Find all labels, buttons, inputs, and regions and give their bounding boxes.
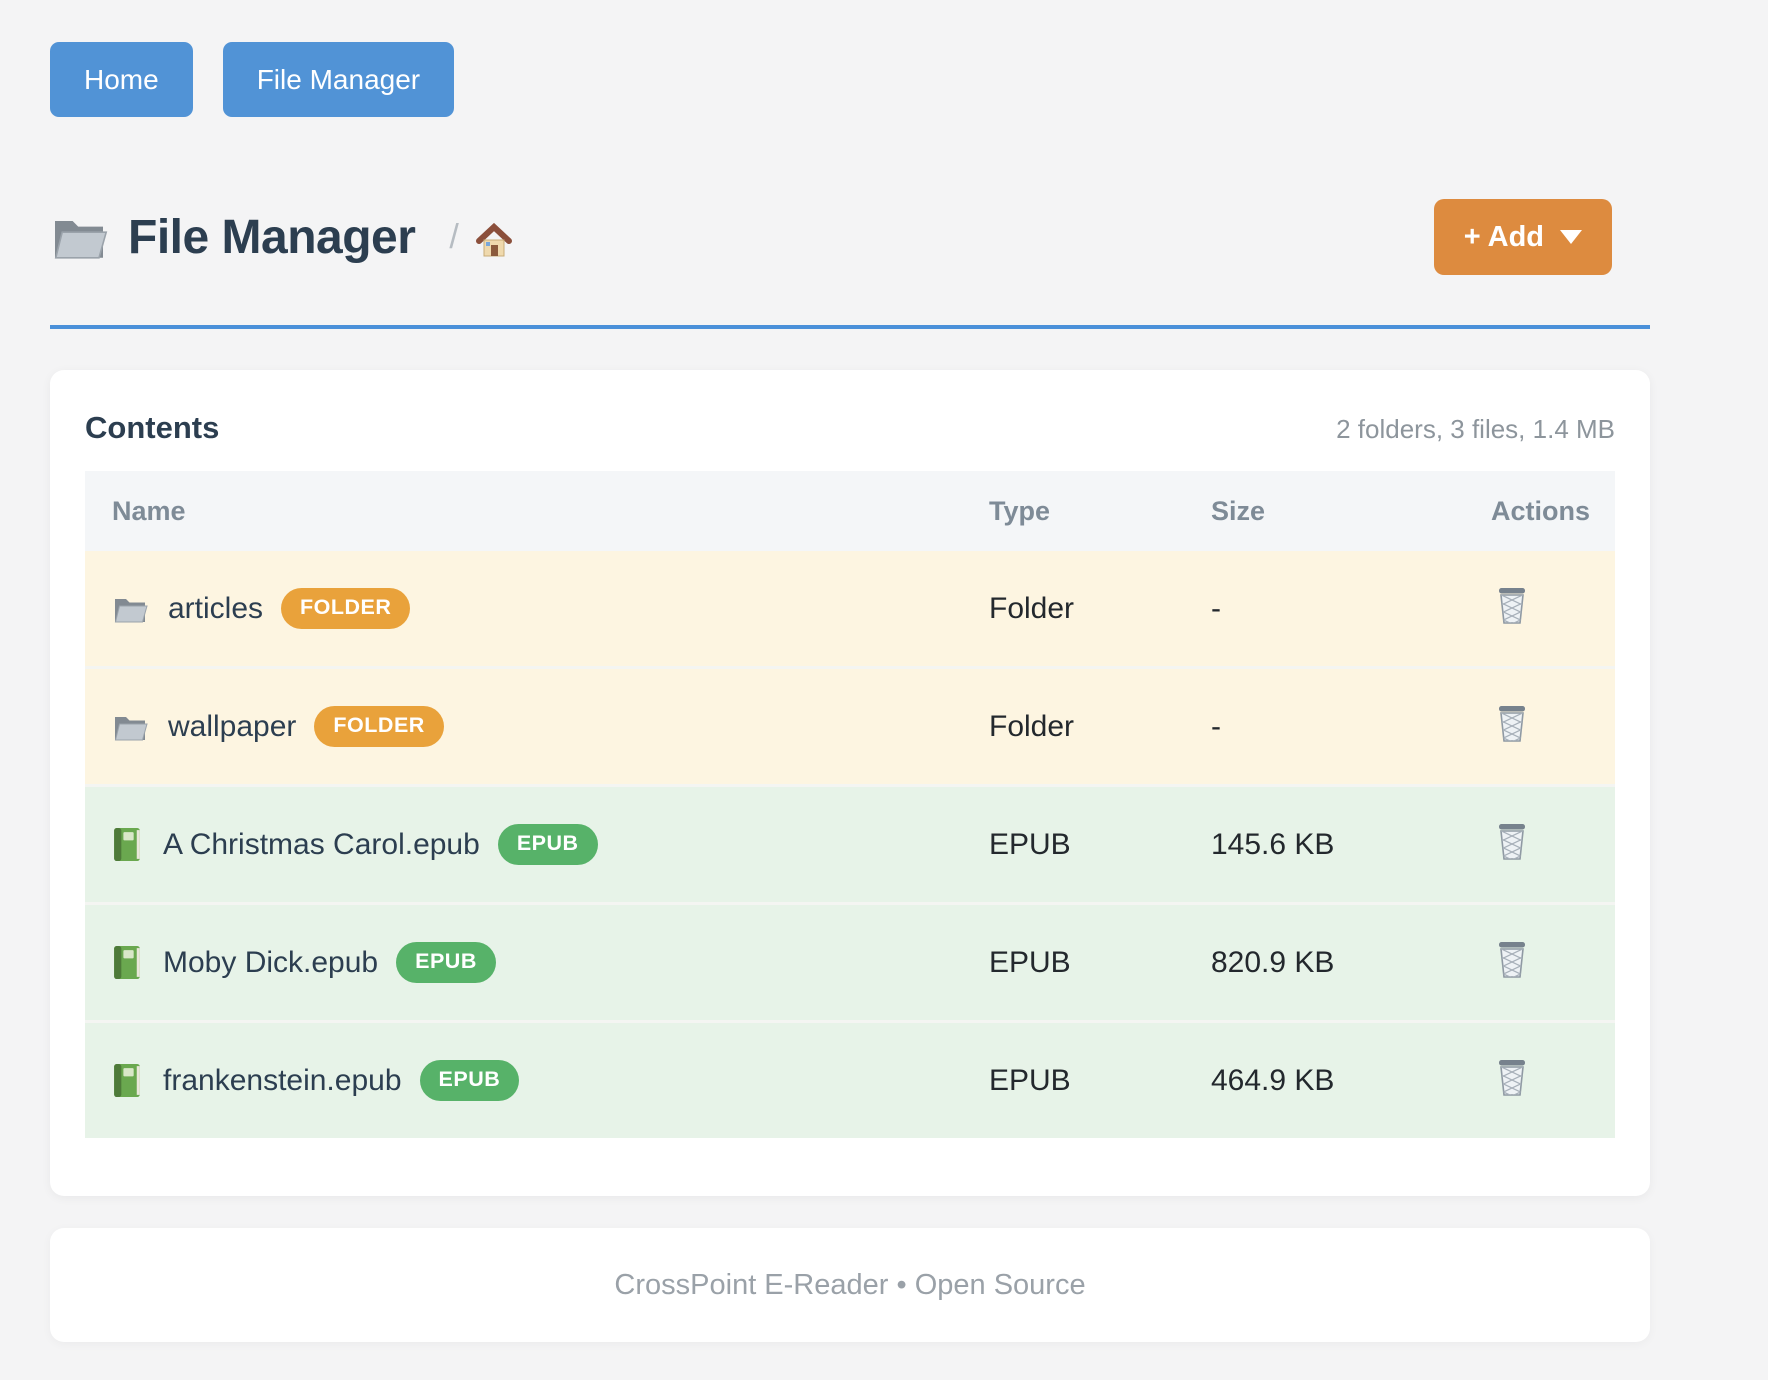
folder-badge: FOLDER [314, 706, 444, 747]
book-icon [112, 826, 143, 863]
file-name: wallpaper [168, 709, 297, 743]
table-header-row: Name Type Size Actions [85, 471, 1615, 551]
home-breadcrumb-icon[interactable] [475, 223, 513, 259]
epub-badge: EPUB [419, 1060, 520, 1101]
delete-button[interactable] [1494, 702, 1530, 744]
table-row[interactable]: articles FOLDER Folder - [85, 551, 1615, 668]
file-size: - [1184, 666, 1464, 786]
file-type: Folder [962, 666, 1184, 786]
trash-icon [1494, 1056, 1530, 1098]
book-icon [112, 944, 143, 981]
table-row[interactable]: wallpaper FOLDER Folder - [85, 666, 1615, 786]
epub-badge: EPUB [497, 824, 598, 865]
delete-button[interactable] [1494, 938, 1530, 980]
column-header-actions: Actions [1464, 471, 1615, 551]
table-row[interactable]: Moby Dick.epub EPUB EPUB 820.9 KB [85, 902, 1615, 1022]
page-header: File Manager / + Add [50, 193, 1650, 281]
trash-icon [1494, 820, 1530, 862]
delete-button[interactable] [1494, 820, 1530, 862]
page-title: File Manager [128, 210, 416, 264]
file-name: articles [168, 591, 264, 625]
add-button[interactable]: + Add [1433, 199, 1612, 275]
folder-icon [50, 213, 108, 261]
contents-summary: 2 folders, 3 files, 1.4 MB [1336, 414, 1615, 444]
epub-badge: EPUB [396, 942, 496, 983]
folder-badge: FOLDER [281, 588, 411, 629]
table-row[interactable]: frankenstein.epub EPUB EPUB 464.9 KB [85, 1020, 1615, 1138]
nav-home-button[interactable]: Home [50, 42, 193, 117]
file-type: EPUB [962, 784, 1184, 904]
file-name: Moby Dick.epub [163, 945, 379, 979]
column-header-name: Name [85, 471, 962, 551]
top-nav: Home File Manager [50, 42, 1650, 117]
column-header-size: Size [1184, 471, 1464, 551]
file-name: A Christmas Carol.epub [163, 827, 480, 861]
footer-text: CrossPoint E-Reader • Open Source [614, 1268, 1086, 1301]
folder-icon [112, 592, 148, 626]
contents-card: Contents 2 folders, 3 files, 1.4 MB Name… [50, 370, 1650, 1196]
file-size: - [1211, 591, 1221, 625]
trash-icon [1494, 702, 1530, 744]
file-type: Folder [989, 591, 1075, 625]
column-header-type: Type [962, 471, 1184, 551]
contents-header: Contents 2 folders, 3 files, 1.4 MB [85, 410, 1615, 446]
delete-button[interactable] [1494, 1056, 1530, 1098]
file-size: 820.9 KB [1184, 902, 1464, 1022]
file-type: EPUB [962, 902, 1184, 1022]
delete-button[interactable] [1494, 584, 1530, 626]
caret-down-icon [1560, 230, 1582, 244]
nav-file-manager-button[interactable]: File Manager [222, 42, 455, 117]
breadcrumb-separator: / [449, 217, 459, 256]
files-table: Name Type Size Actions articles FOLDER F… [85, 471, 1615, 1138]
trash-icon [1494, 584, 1530, 626]
add-button-label: + Add [1463, 220, 1544, 253]
folder-icon [112, 710, 148, 744]
file-size: 145.6 KB [1184, 784, 1464, 904]
contents-title: Contents [85, 410, 220, 445]
title-divider [50, 325, 1650, 329]
title-wrap: File Manager / [50, 210, 513, 265]
table-row[interactable]: A Christmas Carol.epub EPUB EPUB 145.6 K… [85, 784, 1615, 904]
file-type: EPUB [962, 1020, 1184, 1138]
trash-icon [1494, 938, 1530, 980]
file-size: 464.9 KB [1184, 1020, 1464, 1138]
page: Home File Manager File Manager / + Add C… [50, 0, 1650, 1342]
footer: CrossPoint E-Reader • Open Source [50, 1228, 1650, 1342]
file-name: frankenstein.epub [163, 1063, 402, 1097]
book-icon [112, 1062, 143, 1099]
